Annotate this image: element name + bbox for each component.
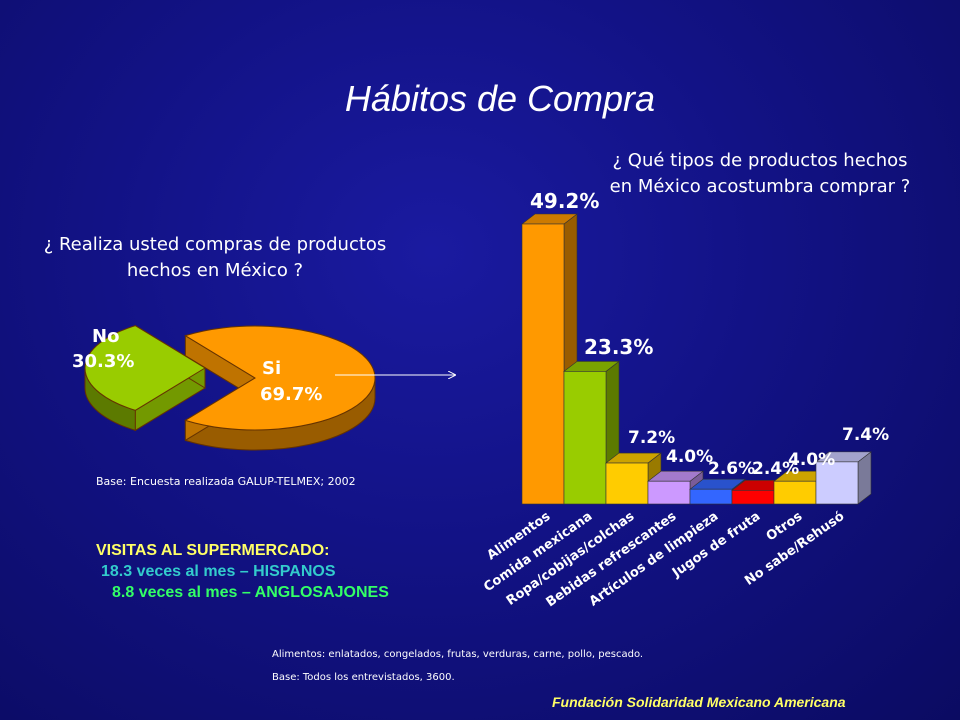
foundation-name: Fundación Solidaridad Mexicano Americana — [552, 694, 846, 710]
slide-title: Hábitos de Compra — [344, 78, 656, 119]
bar-value-label-2: 7.2% — [628, 428, 675, 448]
bar-chart: 49.2%23.3%7.2%4.0%2.6%2.4%4.0%7.4%Alimen… — [481, 189, 889, 610]
visits-title: VISITAS AL SUPERMERCADO: — [96, 542, 330, 559]
visits-block: VISITAS AL SUPERMERCADO: 18.3 veces al m… — [96, 540, 389, 603]
svg-text:30.3%: 30.3% — [72, 351, 134, 372]
bar-front-2 — [605, 462, 649, 505]
bar-front-4 — [689, 488, 733, 505]
bar-value-label-0: 49.2% — [530, 189, 599, 213]
base-note: Base: Todos los entrevistados, 3600. — [272, 672, 455, 683]
pie-label-no: No 30.3% — [72, 326, 134, 372]
bar-value-label-4: 2.6% — [708, 459, 755, 479]
bar-front-6 — [773, 480, 817, 505]
bar-value-label-6: 4.0% — [788, 450, 835, 470]
bar-value-label-1: 23.3% — [584, 335, 653, 359]
pie-chart: Si 69.7% No 30.3% — [72, 324, 376, 451]
pie-label-si: Si 69.7% — [260, 358, 322, 405]
svg-text:No: No — [92, 326, 119, 347]
bar-0 — [521, 213, 578, 505]
bar-front-3 — [647, 480, 691, 505]
bar-7 — [815, 451, 872, 505]
bar-front-0 — [521, 223, 565, 505]
bar-value-label-7: 7.4% — [842, 425, 889, 445]
pie-base-note: Base: Encuesta realizada GALUP-TELMEX; 2… — [96, 475, 356, 488]
bar-value-label-3: 4.0% — [666, 447, 713, 467]
bar-value-label-5: 2.4% — [752, 459, 799, 479]
bar-front-7 — [815, 461, 859, 505]
bar-front-5 — [731, 490, 775, 505]
bar-question: ¿ Qué tipos de productos hechos en Méxic… — [609, 150, 911, 197]
visits-anglosajones: 8.8 veces al mes – ANGLOSAJONES — [112, 584, 389, 601]
pie-slice-no — [84, 324, 206, 432]
bar-front-1 — [563, 371, 607, 505]
alimentos-note: Alimentos: enlatados, congelados, frutas… — [272, 649, 644, 660]
svg-text:69.7%: 69.7% — [260, 384, 322, 405]
visits-hispanos: 18.3 veces al mes – HISPANOS — [101, 563, 336, 580]
pie-question: ¿ Realiza usted compras de productos hec… — [43, 234, 387, 281]
svg-text:Si: Si — [262, 358, 281, 379]
pie-slice-si — [184, 325, 376, 451]
